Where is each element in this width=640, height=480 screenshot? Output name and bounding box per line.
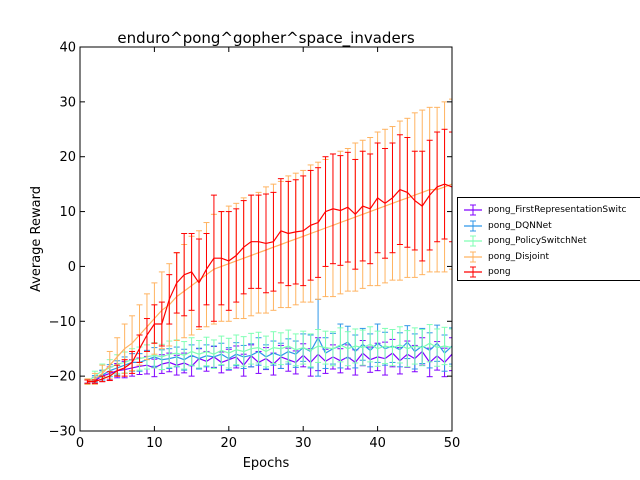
legend-swatch (464, 204, 482, 216)
legend-swatch (464, 266, 482, 278)
legend-item: pong_PolicySwitchNet (462, 234, 587, 248)
legend-item: pong_Disjoint (462, 250, 549, 264)
legend-item: pong_FirstRepresentationSwitc (462, 203, 626, 217)
series-pong_DQNNet (84, 298, 452, 384)
x-axis: 0 10 20 30 40 50 (76, 47, 460, 451)
legend: pong_FirstRepresentationSwitc pong_DQNNet… (457, 197, 640, 281)
series-line (87, 183, 452, 383)
y-tick-label: 40 (59, 41, 76, 56)
series-line (87, 183, 452, 383)
y-tick-label: 10 (59, 205, 76, 220)
legend-label: pong_Disjoint (488, 251, 549, 262)
y-tick-label: −20 (49, 370, 76, 385)
x-tick-label: 0 (76, 436, 84, 451)
x-tick-label: 50 (444, 436, 461, 451)
y-axis-label: Average Reward (29, 186, 44, 292)
legend-swatch (464, 220, 482, 231)
x-tick-label: 20 (221, 436, 238, 451)
x-tick-label: 10 (146, 436, 163, 451)
chart-title: enduro^pong^gopher^space_invaders (117, 29, 414, 48)
legend-label: pong_PolicySwitchNet (488, 236, 587, 246)
series-line (87, 342, 452, 383)
series-line (87, 350, 452, 383)
legend-item: pong_DQNNet (462, 219, 552, 233)
plot-frame (79, 46, 453, 432)
series-pong_Disjoint (84, 98, 452, 385)
y-tick-label: 0 (68, 260, 76, 275)
legend-label: pong_FirstRepresentationSwitc (488, 205, 627, 215)
y-axis: −30 −20 −10 0 10 20 30 40 (49, 41, 452, 440)
y-tick-label: −30 (49, 425, 76, 440)
x-tick-label: 30 (295, 436, 312, 451)
x-axis-label: Epochs (243, 456, 290, 471)
legend-label: pong_DQNNet (488, 220, 552, 231)
x-tick-label: 40 (369, 436, 386, 451)
legend-swatch (464, 251, 482, 262)
y-tick-label: 30 (59, 95, 76, 110)
y-tick-label: 20 (59, 150, 76, 165)
plot-area (84, 98, 452, 385)
y-tick-label: −10 (49, 315, 76, 330)
legend-label: pong (488, 267, 511, 277)
legend-swatch (464, 235, 482, 247)
series-pong (84, 128, 452, 384)
legend-item: pong (462, 265, 511, 279)
